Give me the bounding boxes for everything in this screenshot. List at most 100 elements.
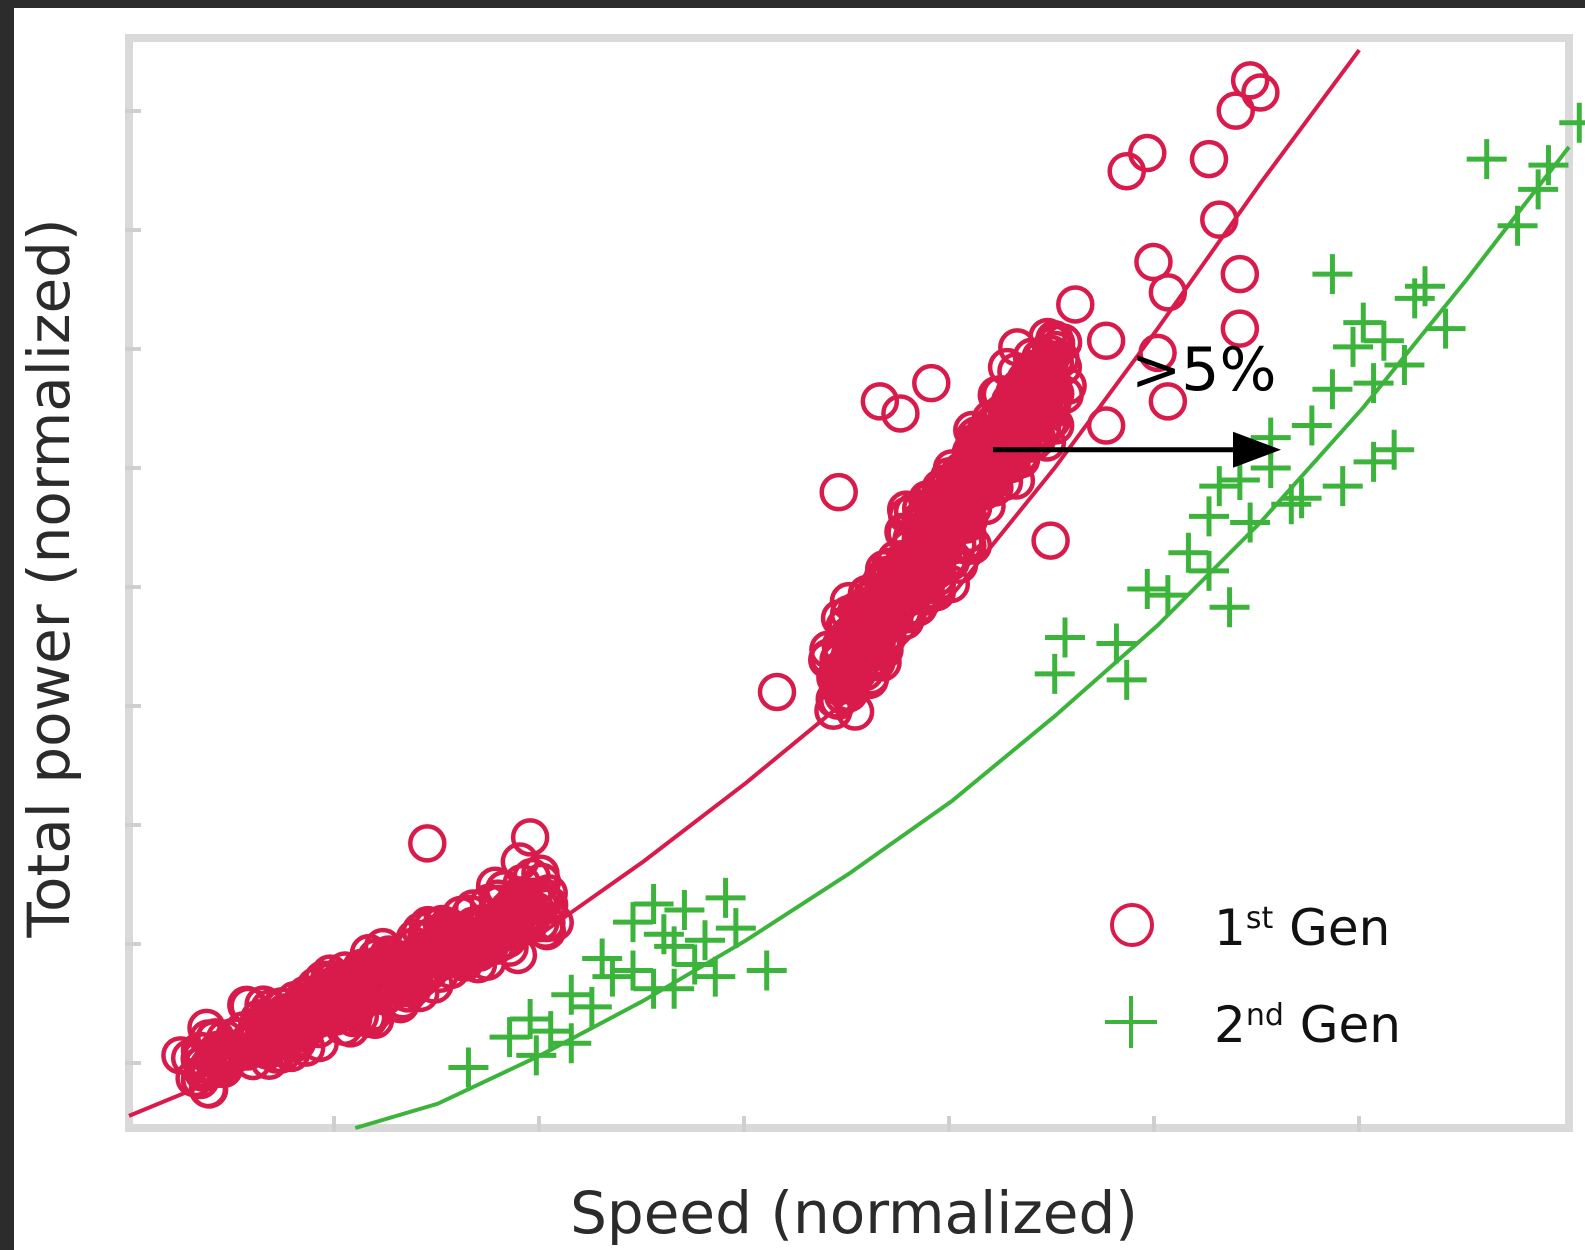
legend-label-2nd-gen: 2nd Gen (1214, 996, 1401, 1054)
point-circle (1034, 324, 1073, 363)
point-circle (408, 824, 447, 863)
point-plus (1353, 363, 1394, 404)
point-circle (972, 462, 1012, 502)
point-circle (239, 1010, 279, 1050)
point-circle (840, 612, 879, 651)
point-plus (1281, 478, 1322, 519)
point-circle (1086, 406, 1126, 445)
point-plus (1045, 617, 1085, 658)
scatter-chart: >5% 1st Gen 2nd Gen Speed (normalized) T… (15, 34, 1585, 1247)
point-plus (1147, 575, 1188, 616)
point-plus (1466, 139, 1507, 180)
legend-label-1st-gen: 1st Gen (1214, 899, 1390, 957)
point-plus (664, 890, 705, 930)
point-circle (426, 930, 465, 970)
point-plus (1230, 502, 1271, 543)
point-circle (757, 672, 797, 712)
fit-curve-series-1 (128, 48, 1361, 1118)
point-plus (1189, 550, 1229, 591)
point-circle (529, 874, 568, 913)
point-circle (509, 905, 548, 945)
point-plus (654, 968, 695, 1009)
legend: 1st Gen 2nd Gen (1105, 899, 1401, 1054)
point-plus (1384, 345, 1425, 385)
point-plus (448, 1047, 489, 1088)
point-plus (1497, 205, 1538, 246)
point-plus (1363, 320, 1404, 361)
point-circle (389, 948, 428, 988)
legend-marker-circle (1110, 903, 1154, 947)
point-circle (519, 884, 559, 924)
point-plus (1034, 653, 1075, 694)
point-circle (1148, 273, 1188, 312)
point-circle (893, 550, 933, 590)
point-circle (325, 951, 365, 990)
point-plus (551, 974, 592, 1015)
point-plus (715, 908, 756, 949)
point-circle (809, 630, 848, 669)
point-circle (1107, 151, 1146, 191)
point-plus (1189, 496, 1229, 537)
point-plus (1528, 145, 1569, 186)
point-circle (510, 818, 550, 857)
point-circle (310, 994, 349, 1034)
point-plus (1425, 308, 1466, 349)
annotation-arrow-head (1233, 431, 1281, 468)
point-circle (845, 652, 885, 692)
point-circle (475, 866, 515, 906)
point-plus (746, 950, 787, 991)
point-plus (643, 914, 684, 955)
point-circle (1200, 200, 1239, 239)
fit-curve-series-2 (354, 145, 1571, 1130)
point-circle (1230, 61, 1270, 100)
point-plus (1322, 466, 1363, 507)
legend-item-1st-gen: 1st Gen (1110, 899, 1390, 957)
point-circle (500, 842, 540, 881)
point-plus (1106, 659, 1147, 700)
point-plus (530, 1011, 571, 1052)
annotation-group: >5% (993, 335, 1281, 468)
point-plus (685, 920, 725, 961)
point-plus (582, 938, 623, 979)
point-circle (850, 660, 889, 700)
point-plus (1312, 369, 1353, 410)
point-plus (1559, 102, 1585, 143)
point-plus (613, 902, 653, 943)
plot-border (125, 34, 1573, 1132)
point-plus (1271, 484, 1312, 525)
point-circle (1220, 254, 1260, 294)
point-circle (904, 572, 944, 612)
point-circle (997, 392, 1036, 432)
point-plus (516, 1035, 557, 1076)
point-plus (489, 1017, 530, 1058)
point-circle (412, 907, 452, 947)
point-plus (551, 1023, 592, 1064)
point-circle (912, 363, 951, 403)
point-plus (695, 956, 736, 997)
point-circle (521, 854, 560, 893)
point-plus (633, 883, 674, 924)
annotation-label: >5% (1131, 335, 1276, 405)
y-axis-label: Total power (normalized) (15, 218, 83, 938)
series-2-points (448, 102, 1585, 1088)
legend-marker-plus (1105, 996, 1157, 1048)
point-circle (249, 989, 289, 1028)
point-plus (1405, 266, 1445, 307)
point-circle (1220, 309, 1260, 348)
point-plus (1312, 254, 1353, 295)
point-circle (187, 1008, 226, 1048)
point-circle (1128, 133, 1167, 173)
point-plus (1291, 405, 1332, 446)
point-circle (1138, 333, 1177, 373)
point-circle (881, 394, 920, 433)
axis-ticks (125, 109, 1361, 1132)
point-circle (161, 1036, 200, 1075)
point-plus (1343, 302, 1384, 343)
point-circle (1002, 384, 1041, 424)
point-plus (1353, 441, 1394, 482)
point-plus (1168, 532, 1209, 573)
point-circle (860, 382, 900, 421)
point-circle (1025, 388, 1064, 427)
point-circle (1216, 91, 1255, 130)
point-plus (1333, 326, 1373, 367)
